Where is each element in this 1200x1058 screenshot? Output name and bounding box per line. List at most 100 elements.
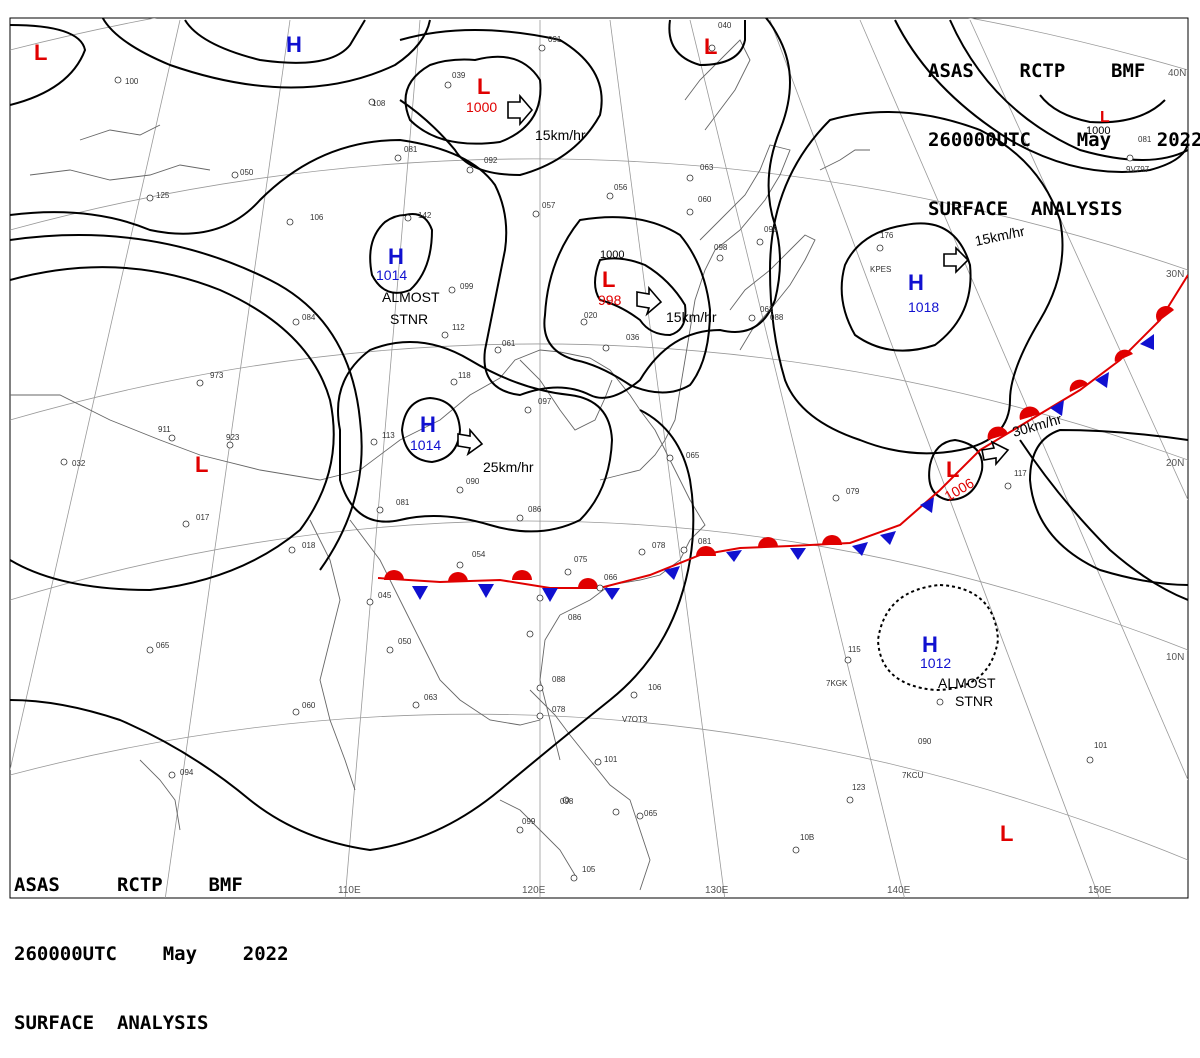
station-label: 097 bbox=[538, 397, 552, 406]
station-label: 098 bbox=[560, 797, 574, 806]
station-label: 078 bbox=[552, 705, 566, 714]
low-center-value: 1000 bbox=[1086, 125, 1110, 137]
station-label: 105 bbox=[582, 865, 596, 874]
isobar-north-high-outer bbox=[101, 18, 431, 89]
status-label-line2: STNR bbox=[390, 311, 428, 327]
station-label: 036 bbox=[626, 333, 640, 342]
station-label: 060 bbox=[302, 701, 316, 710]
lon-label-140e: 140E bbox=[887, 885, 911, 896]
station-label: 176 bbox=[880, 231, 894, 240]
station-id: 7KGK bbox=[826, 679, 848, 688]
pressure-center-values: 1000 1014 998 1018 1014 1006 1012 1000 bbox=[376, 99, 1110, 671]
high-center-letter: H bbox=[286, 32, 302, 57]
low-center-letter: L bbox=[1100, 109, 1110, 126]
coastlines bbox=[10, 39, 870, 891]
station-id: 7KCU bbox=[902, 771, 924, 780]
latitude-labels: 40N 30N 20N 10N bbox=[1166, 68, 1186, 663]
low-center-letter: L bbox=[704, 34, 717, 59]
station-label: 063 bbox=[424, 693, 438, 702]
station-markers bbox=[60, 44, 1134, 882]
station-label: 065 bbox=[686, 451, 700, 460]
low-center-letter: L bbox=[195, 452, 208, 477]
station-label: 096 bbox=[764, 225, 778, 234]
station-label: 123 bbox=[852, 783, 866, 792]
high-center-letter: H bbox=[420, 412, 436, 437]
map-frame bbox=[9, 17, 1189, 899]
isobar-west-outer bbox=[10, 234, 363, 571]
station-label: 106 bbox=[648, 683, 662, 692]
motion-arrow-3 bbox=[943, 246, 970, 274]
station-label: 039 bbox=[452, 71, 466, 80]
status-labels: ALMOST STNR ALMOST STNR bbox=[382, 289, 996, 709]
station-ids: KPES 7KGK V7OT3 7KCU 9V797 bbox=[622, 165, 1150, 780]
isobar-label: 1000 bbox=[600, 249, 624, 261]
station-label: 099 bbox=[460, 282, 474, 291]
station-label: 081 bbox=[698, 537, 712, 546]
header-line-time: 260000UTC May 2022 bbox=[14, 943, 289, 965]
isobar-high-1012-dotted bbox=[876, 583, 1000, 692]
lat-label-10n: 10N bbox=[1166, 652, 1184, 663]
isobar-labels: 1000 1000 bbox=[600, 249, 624, 261]
station-id: KPES bbox=[870, 265, 891, 274]
station-label: 054 bbox=[472, 550, 486, 559]
isobar-se-loop bbox=[1019, 439, 1188, 601]
high-center-value: 1014 bbox=[376, 267, 407, 283]
station-label: 092 bbox=[484, 156, 498, 165]
isobar-north-center-small bbox=[668, 19, 746, 67]
lon-label-130e: 130E bbox=[705, 885, 729, 896]
lat-label-30n: 30N bbox=[1166, 269, 1184, 280]
low-center-letter: L bbox=[1000, 821, 1013, 846]
station-label: 075 bbox=[574, 555, 588, 564]
station-label: 099 bbox=[522, 817, 536, 826]
lat-label-20n: 20N bbox=[1166, 458, 1184, 469]
low-center-value: 1000 bbox=[466, 99, 497, 115]
station-label: 018 bbox=[302, 541, 316, 550]
isobars bbox=[10, 18, 1188, 852]
station-label: 142 bbox=[418, 211, 432, 220]
isobar-far-east-outer bbox=[949, 19, 1188, 161]
station-label: 065 bbox=[156, 641, 170, 650]
station-label: 090 bbox=[918, 737, 932, 746]
isobar-west-large bbox=[10, 266, 335, 592]
surface-analysis-map: 091 040 039 100 108 081 092 125 050 106 … bbox=[9, 17, 1189, 899]
isobar-low-1006-inner bbox=[928, 438, 984, 502]
high-center-letter: H bbox=[922, 632, 938, 657]
station-label: 911 bbox=[158, 425, 171, 434]
station-label: 923 bbox=[226, 433, 240, 442]
status-label-line1: ALMOST bbox=[938, 675, 996, 691]
station-labels: 091 040 039 100 108 081 092 125 050 106 … bbox=[72, 21, 1152, 874]
station-label: 086 bbox=[528, 505, 542, 514]
station-label: 117 bbox=[1014, 469, 1027, 478]
lon-label-150e: 150E bbox=[1088, 885, 1112, 896]
station-label: 112 bbox=[452, 323, 465, 332]
station-label: 057 bbox=[542, 201, 556, 210]
motion-arrow-5 bbox=[981, 440, 1010, 467]
station-label: 065 bbox=[644, 809, 658, 818]
motion-arrow-1 bbox=[507, 93, 534, 127]
station-label: 081 bbox=[396, 498, 410, 507]
station-label: 056 bbox=[614, 183, 628, 192]
station-id: V7OT3 bbox=[622, 715, 648, 724]
lon-label-110e: 110E bbox=[338, 885, 361, 896]
isobar-wide-north bbox=[10, 18, 791, 399]
isobar-low-north-outer bbox=[399, 29, 603, 177]
station-label: 118 bbox=[458, 371, 471, 380]
status-label-line1: ALMOST bbox=[382, 289, 440, 305]
station-label: 050 bbox=[398, 637, 412, 646]
high-center-letter: H bbox=[388, 244, 404, 269]
motion-arrow-4 bbox=[457, 427, 484, 457]
header-line-title: SURFACE ANALYSIS bbox=[14, 1012, 209, 1034]
station-label: 088 bbox=[770, 313, 784, 322]
station-label: 101 bbox=[1094, 741, 1108, 750]
station-label: 078 bbox=[652, 541, 666, 550]
high-center-value: 1018 bbox=[908, 299, 939, 315]
station-label: 088 bbox=[552, 675, 566, 684]
isobar-high-1014-south bbox=[400, 396, 462, 464]
motion-label: 25km/hr bbox=[483, 459, 534, 475]
low-center-letter: L bbox=[602, 267, 615, 292]
station-id: 9V797 bbox=[1126, 165, 1150, 174]
high-center-value: 1014 bbox=[410, 437, 441, 453]
station-label: 098 bbox=[714, 243, 728, 252]
station-label: 125 bbox=[156, 191, 170, 200]
station-label: 060 bbox=[698, 195, 712, 204]
